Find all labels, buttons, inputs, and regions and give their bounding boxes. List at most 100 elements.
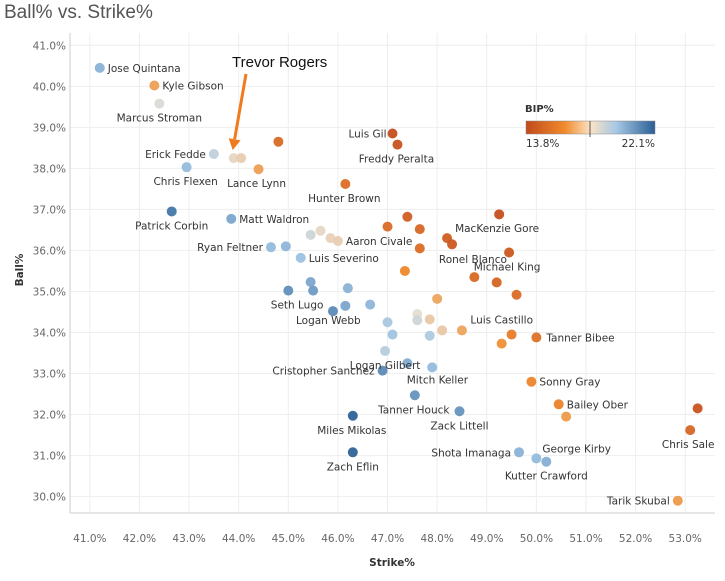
point-label: Chris Flexen	[153, 176, 217, 188]
scatter-point	[181, 162, 192, 173]
point-label: Chris Sale	[662, 439, 715, 451]
scatter-point	[437, 325, 448, 336]
scatter-point	[149, 80, 160, 91]
x-tick-label: 45.0%	[272, 533, 305, 545]
point-label: Tarik Skubal	[606, 496, 670, 508]
x-tick-label: 46.0%	[321, 533, 354, 545]
y-tick-label: 38.0%	[33, 163, 66, 175]
point-label: Luis Castillo	[470, 314, 533, 326]
point-label: Matt Waldron	[239, 214, 309, 226]
x-tick-label: 41.0%	[73, 533, 106, 545]
point-label: Erick Fedde	[145, 149, 206, 161]
scatter-point	[531, 332, 542, 343]
scatter-point	[295, 252, 306, 263]
scatter-point	[340, 178, 351, 189]
scatter-point	[494, 209, 505, 220]
x-axis-title: Strike%	[369, 557, 415, 569]
point-label: Cristopher Sanchez	[272, 366, 375, 378]
x-tick-label: 48.0%	[420, 533, 453, 545]
point-label: Logan Gilbert	[350, 360, 421, 372]
scatter-point	[496, 338, 507, 349]
scatter-point	[280, 241, 291, 252]
scatter-point	[365, 299, 376, 310]
color-legend: BIP% 13.8% 22.1%	[525, 104, 656, 150]
scatter-point	[377, 365, 388, 376]
scatter-point	[253, 164, 264, 175]
scatter-point	[427, 362, 438, 373]
legend-max-label: 22.1%	[622, 138, 655, 150]
point-label: Aaron Civale	[346, 236, 412, 248]
scatter-point	[541, 456, 552, 467]
point-label: Freddy Peralta	[359, 154, 434, 166]
point-label: Jose Quintana	[107, 63, 181, 75]
scatter-point	[305, 277, 316, 288]
point-label: Luis Gil	[348, 129, 386, 141]
scatter-point	[166, 206, 177, 217]
legend-min-label: 13.8%	[526, 138, 559, 150]
scatter-point	[561, 411, 572, 422]
annotation: Trevor Rogers	[228, 54, 327, 151]
y-axis-title: Ball%	[14, 253, 26, 286]
scatter-point	[399, 265, 410, 276]
y-tick-label: 31.0%	[33, 451, 66, 463]
x-tick-label: 49.0%	[470, 533, 503, 545]
chart-title: Ball% vs. Strike%	[4, 2, 153, 23]
x-tick-label: 43.0%	[172, 533, 205, 545]
label-layer: Jose Quintana Kyle Gibson Marcus Stroman Lu…	[107, 63, 715, 508]
y-tick-label: 41.0%	[33, 40, 66, 52]
point-label: Miles Mikolas	[317, 425, 386, 437]
point-label: Seth Lugo	[271, 300, 324, 312]
y-tick-label: 34.0%	[33, 327, 66, 339]
scatter-point	[332, 236, 343, 246]
point-label: Kutter Crawford	[505, 471, 588, 483]
y-tick-label: 39.0%	[33, 122, 66, 134]
scatter-point	[327, 306, 338, 317]
y-tick-label: 37.0%	[33, 204, 66, 216]
scatter-point	[402, 211, 413, 222]
scatter-point	[347, 410, 358, 421]
grid-layer	[69, 33, 715, 514]
scatter-point	[392, 139, 403, 150]
point-label: Marcus Stroman	[117, 113, 202, 125]
legend-title: BIP%	[525, 104, 554, 115]
scatter-point	[283, 285, 294, 296]
point-label: Shota Imanaga	[431, 447, 511, 459]
x-tick-label: 51.0%	[569, 533, 602, 545]
scatter-point	[412, 315, 423, 326]
scatter-point	[94, 62, 105, 73]
scatter-point	[506, 329, 517, 340]
y-tick-label: 35.0%	[33, 286, 66, 298]
scatter-point	[305, 229, 316, 240]
x-tick-label: 47.0%	[371, 533, 404, 545]
x-tick-label: 50.0%	[520, 533, 553, 545]
scatter-point	[208, 149, 219, 160]
scatter-point	[347, 447, 358, 458]
point-label: Bailey Ober	[567, 399, 629, 411]
x-tick-label: 53.0%	[669, 533, 702, 545]
x-tick-label: 42.0%	[123, 533, 156, 545]
point-label: Mitch Keller	[407, 374, 469, 386]
scatter-point	[387, 329, 398, 340]
scatter-point	[553, 399, 564, 410]
annotation-arrow-line	[233, 73, 248, 140]
point-label: George Kirby	[542, 443, 611, 455]
scatter-point	[469, 272, 480, 283]
point-label: Logan Webb	[296, 315, 361, 327]
scatter-point	[414, 243, 425, 254]
x-tick-label: 44.0%	[222, 533, 255, 545]
scatter-point	[454, 406, 465, 417]
point-label: Zack Littell	[430, 420, 488, 432]
scatter-point	[402, 358, 413, 369]
scatter-point	[382, 221, 393, 232]
point-label: Sonny Gray	[539, 377, 600, 389]
scatter-point	[424, 314, 435, 325]
scatter-point	[380, 345, 391, 356]
scatter-point	[432, 293, 443, 304]
scatter-point	[514, 447, 525, 458]
scatter-point	[382, 317, 393, 328]
scatter-point	[387, 128, 398, 139]
scatter-point	[424, 330, 435, 341]
point-label: Tanner Houck	[377, 404, 450, 416]
scatter-point	[265, 242, 276, 253]
